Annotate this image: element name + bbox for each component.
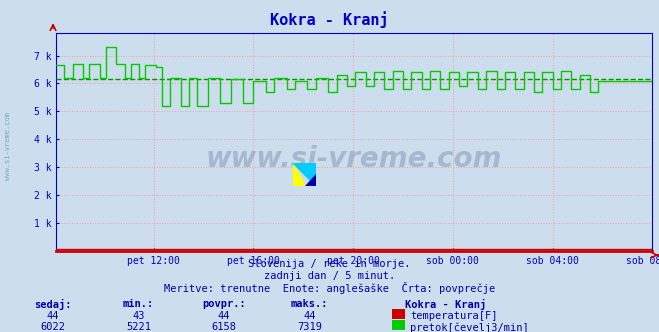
Text: zadnji dan / 5 minut.: zadnji dan / 5 minut. (264, 271, 395, 281)
Text: www.si-vreme.com: www.si-vreme.com (206, 145, 502, 173)
Text: 44: 44 (304, 311, 316, 321)
Text: www.si-vreme.com: www.si-vreme.com (5, 112, 11, 180)
Text: pretok[čevelj3/min]: pretok[čevelj3/min] (410, 322, 529, 332)
Polygon shape (293, 163, 304, 186)
Text: 5221: 5221 (126, 322, 151, 332)
Text: 6158: 6158 (212, 322, 237, 332)
Text: 43: 43 (132, 311, 144, 321)
Text: povpr.:: povpr.: (202, 299, 246, 309)
Text: maks.:: maks.: (291, 299, 328, 309)
Text: 7319: 7319 (297, 322, 322, 332)
Polygon shape (293, 163, 316, 186)
Polygon shape (304, 174, 316, 186)
Text: sedaj:: sedaj: (34, 299, 71, 310)
Text: 44: 44 (218, 311, 230, 321)
Text: 44: 44 (47, 311, 59, 321)
Text: temperatura[F]: temperatura[F] (410, 311, 498, 321)
Text: 6022: 6022 (40, 322, 65, 332)
Text: min.:: min.: (123, 299, 154, 309)
Text: Meritve: trenutne  Enote: anglešaške  Črta: povprečje: Meritve: trenutne Enote: anglešaške Črta… (164, 282, 495, 294)
Text: Kokra - Kranj: Kokra - Kranj (405, 299, 486, 310)
Text: Kokra - Kranj: Kokra - Kranj (270, 12, 389, 29)
Text: Slovenija / reke in morje.: Slovenija / reke in morje. (248, 259, 411, 269)
